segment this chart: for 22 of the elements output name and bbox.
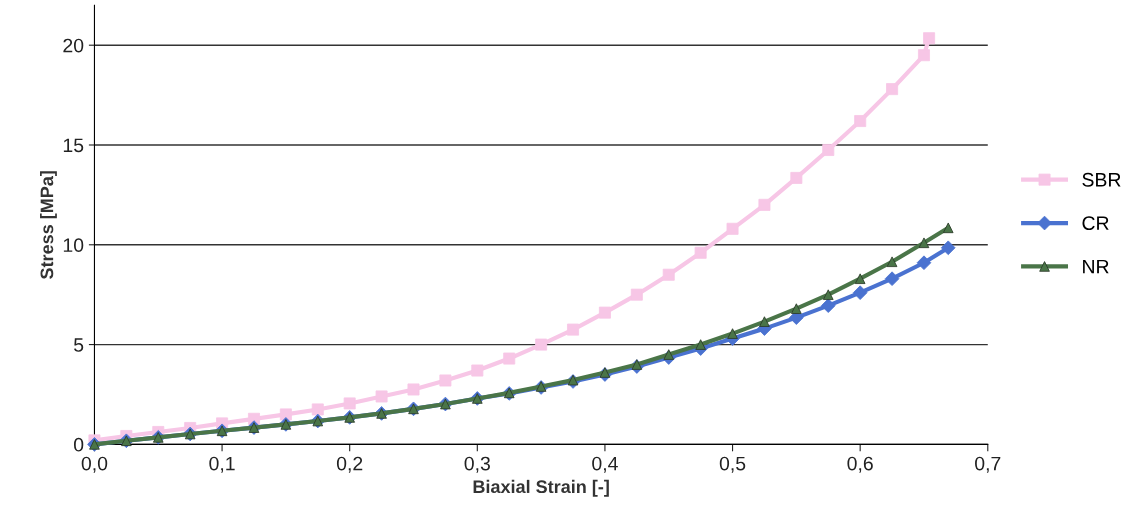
- point: [822, 289, 834, 300]
- legend-label: SBR: [1082, 172, 1121, 187]
- x-tick-label: 0,2: [336, 456, 363, 473]
- point: [918, 49, 930, 62]
- x-axis-title: Biaxial Strain [-]: [473, 479, 609, 497]
- legend-label: CR: [1082, 216, 1109, 231]
- point: [567, 323, 579, 336]
- point: [854, 115, 867, 128]
- x-tick-label: 0,6: [847, 456, 873, 473]
- y-tick-label: 10: [63, 238, 84, 253]
- y-tick-label: 15: [63, 138, 84, 153]
- x-tick-label: 0,7: [975, 456, 1001, 473]
- y-tick-label: 0: [73, 437, 84, 452]
- x-tick-label: 0,5: [719, 456, 746, 473]
- y-axis-title: Stress [MPa]: [40, 171, 57, 279]
- x-tick-label: 0,4: [592, 456, 618, 473]
- x-tick-label: 0,3: [464, 456, 490, 473]
- y-tick-label: 5: [74, 338, 84, 352]
- x-tick-label: 0,0: [81, 456, 108, 473]
- y-tick-label: 20: [63, 38, 84, 53]
- x-tick-label: 0,1: [209, 456, 235, 473]
- legend-label: NR: [1083, 259, 1109, 274]
